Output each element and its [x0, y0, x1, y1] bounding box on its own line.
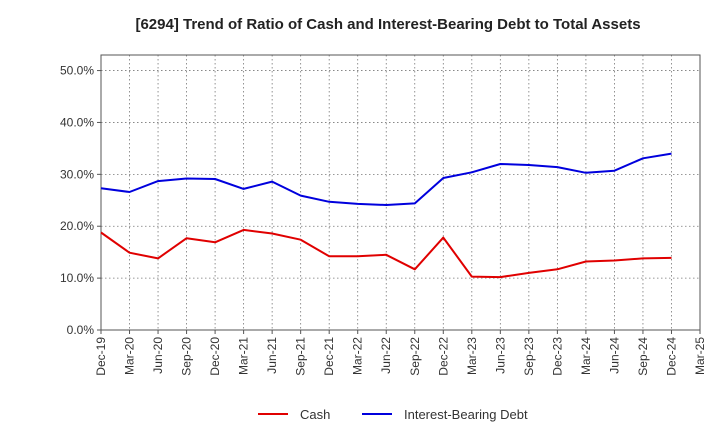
x-tick-label: Sep-21 [294, 337, 308, 376]
legend: Cash Interest-Bearing Debt [258, 407, 528, 422]
x-tick-label: Mar-23 [465, 337, 479, 375]
y-axis: 0.0% 10.0% 20.0% 30.0% 40.0% 50.0% [60, 64, 101, 337]
x-tick-label: Jun-24 [607, 337, 621, 374]
x-tick-label: Mar-25 [693, 337, 707, 375]
x-axis: Dec-19 Mar-20 Jun-20 Sep-20 Dec-20 Mar-21 Jun-… [94, 330, 707, 376]
x-tick-label: Dec-22 [436, 337, 450, 376]
x-tick-label: Mar-22 [351, 337, 365, 375]
y-tick-label: 0.0% [67, 323, 95, 337]
series-line-cash [100, 228, 672, 279]
y-tick-label: 50.0% [60, 64, 94, 78]
x-tick-label: Jun-21 [265, 337, 279, 374]
x-tick-label: Jun-20 [151, 337, 165, 374]
x-tick-label: Dec-21 [322, 337, 336, 376]
x-tick-label: Jun-23 [493, 337, 507, 374]
y-tick-label: 20.0% [60, 219, 94, 233]
x-tick-label: Mar-20 [123, 337, 137, 375]
y-tick-label: 30.0% [60, 167, 94, 181]
series-line-interest-bearing-debt [100, 152, 672, 206]
legend-label-cash: Cash [300, 407, 330, 422]
x-tick-label: Mar-21 [237, 337, 251, 375]
x-tick-label: Dec-24 [664, 337, 678, 376]
x-tick-label: Sep-20 [180, 337, 194, 376]
x-tick-label: Sep-22 [408, 337, 422, 376]
x-tick-label: Dec-19 [94, 337, 108, 376]
plot-area [100, 54, 701, 331]
x-tick-label: Sep-24 [636, 337, 650, 376]
grid [101, 55, 700, 330]
legend-label-interest-bearing-debt: Interest-Bearing Debt [404, 407, 528, 422]
x-tick-label: Sep-23 [522, 337, 536, 376]
x-tick-label: Dec-20 [208, 337, 222, 376]
x-tick-label: Dec-23 [550, 337, 564, 376]
x-tick-label: Jun-22 [379, 337, 393, 374]
y-tick-label: 40.0% [60, 115, 94, 129]
series-layer [100, 152, 672, 279]
x-tick-label: Mar-24 [579, 337, 593, 375]
y-tick-label: 10.0% [60, 271, 94, 285]
chart-title: [6294] Trend of Ratio of Cash and Intere… [135, 16, 640, 33]
